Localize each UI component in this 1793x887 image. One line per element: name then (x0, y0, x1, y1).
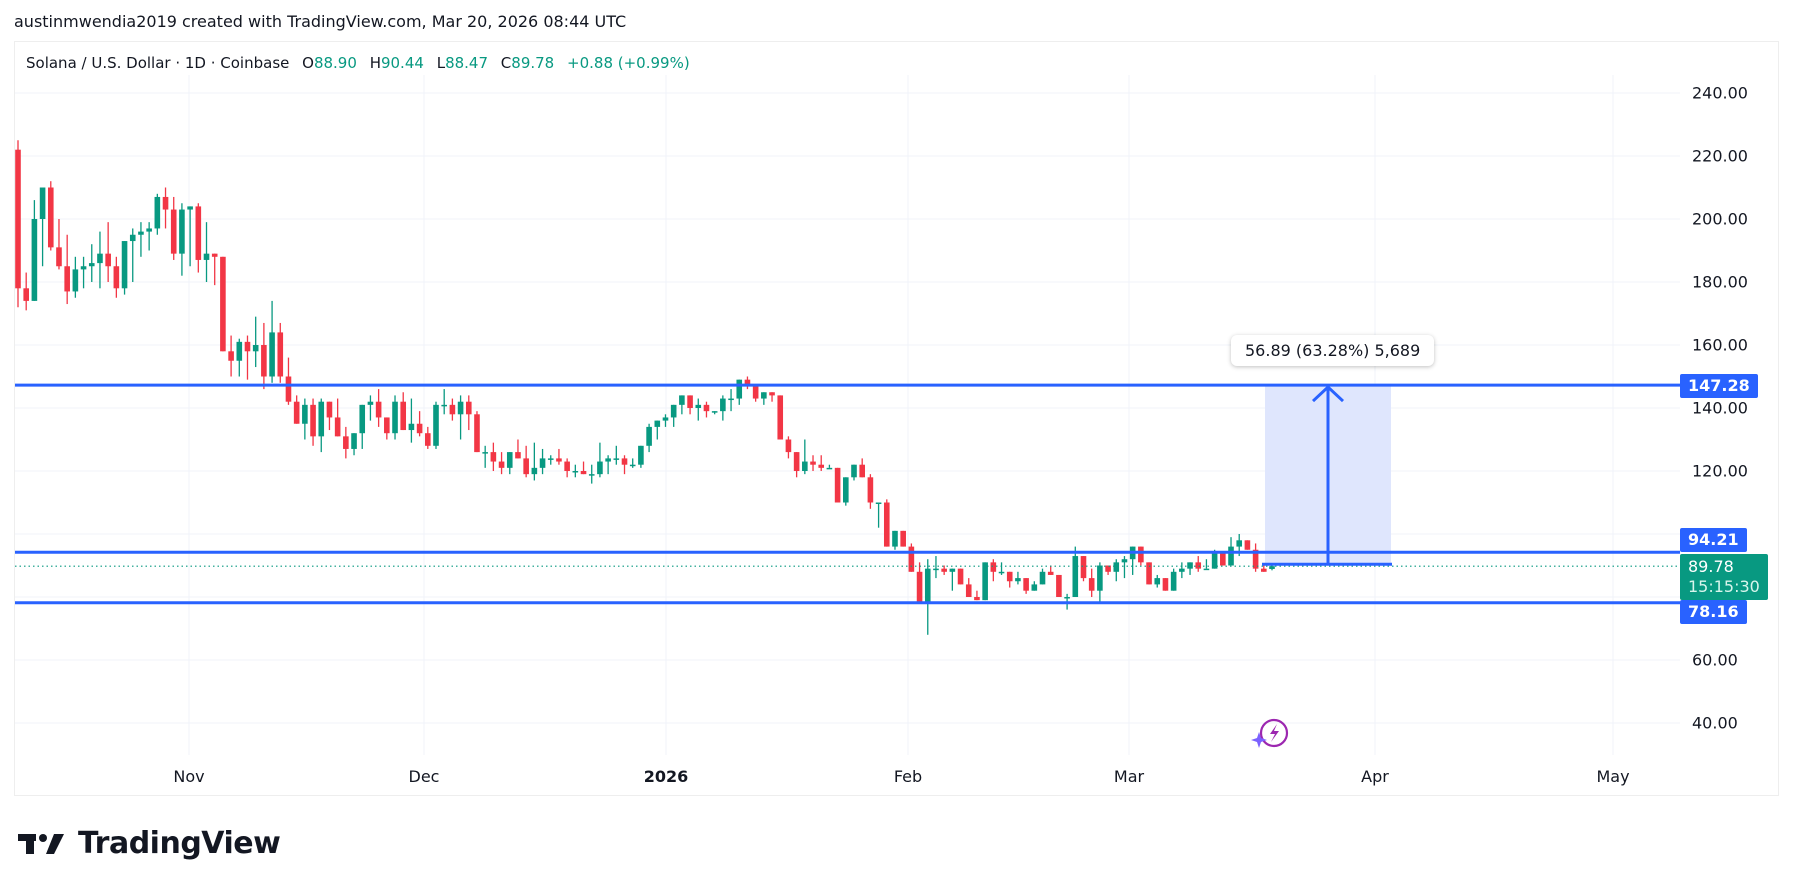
range-bottom-price-tag: 78.16 (1680, 600, 1747, 624)
time-tick-label: Feb (893, 767, 923, 786)
projection-arrow-head (1311, 385, 1345, 403)
range-top-price-tag: 94.21 (1680, 528, 1747, 552)
tradingview-wordmark: TradingView (78, 826, 281, 861)
price-tick-label: 60.00 (1692, 650, 1738, 670)
lightning-assistant-icon[interactable] (1250, 718, 1292, 756)
time-tick-label: 2026 (643, 767, 689, 786)
time-tick-label: Dec (408, 767, 440, 786)
price-tick-label: 240.00 (1692, 83, 1748, 103)
price-tick-label: 180.00 (1692, 272, 1748, 292)
candles (15, 140, 1275, 635)
price-tick-label: 220.00 (1692, 146, 1748, 166)
tradingview-logo[interactable]: TradingView (18, 826, 281, 861)
price-tick-label: 160.00 (1692, 335, 1748, 355)
close-value: 89.78 (511, 54, 555, 72)
close-label: C (500, 54, 512, 72)
last-price-value: 89.78 (1688, 557, 1734, 576)
last-price-tag: 89.78 15:15:30 (1680, 554, 1768, 600)
time-tick-label: Mar (1113, 767, 1145, 786)
open-value: 88.90 (313, 54, 357, 72)
high-value: 90.44 (380, 54, 424, 72)
measure-tooltip: 56.89 (63.28%) 5,689 (1231, 335, 1435, 366)
price-tick-label: 200.00 (1692, 209, 1748, 229)
time-tick-label: May (1596, 767, 1630, 786)
time-tick-label: Nov (173, 767, 205, 786)
high-label: H (369, 54, 381, 72)
symbol-name: Solana / U.S. Dollar · 1D · Coinbase (26, 54, 290, 72)
price-tick-label: 140.00 (1692, 398, 1748, 418)
change-value: +0.88 (+0.99%) (567, 54, 690, 72)
grid-lines (15, 75, 1680, 755)
low-value: 88.47 (445, 54, 489, 72)
low-label: L (436, 54, 446, 72)
attribution-header: austinmwendia2019 created with TradingVi… (14, 12, 627, 31)
tradingview-logo-icon (18, 833, 64, 854)
open-label: O (302, 54, 314, 72)
symbol-legend: Solana / U.S. Dollar · 1D · Coinbase O88… (26, 54, 690, 72)
chart-pane[interactable] (14, 41, 1779, 796)
price-tick-label: 40.00 (1692, 713, 1738, 733)
time-tick-label: Apr (1361, 767, 1389, 786)
price-tick-label: 120.00 (1692, 461, 1748, 481)
bar-countdown: 15:15:30 (1688, 577, 1760, 596)
resistance-price-tag: 147.28 (1680, 374, 1758, 398)
